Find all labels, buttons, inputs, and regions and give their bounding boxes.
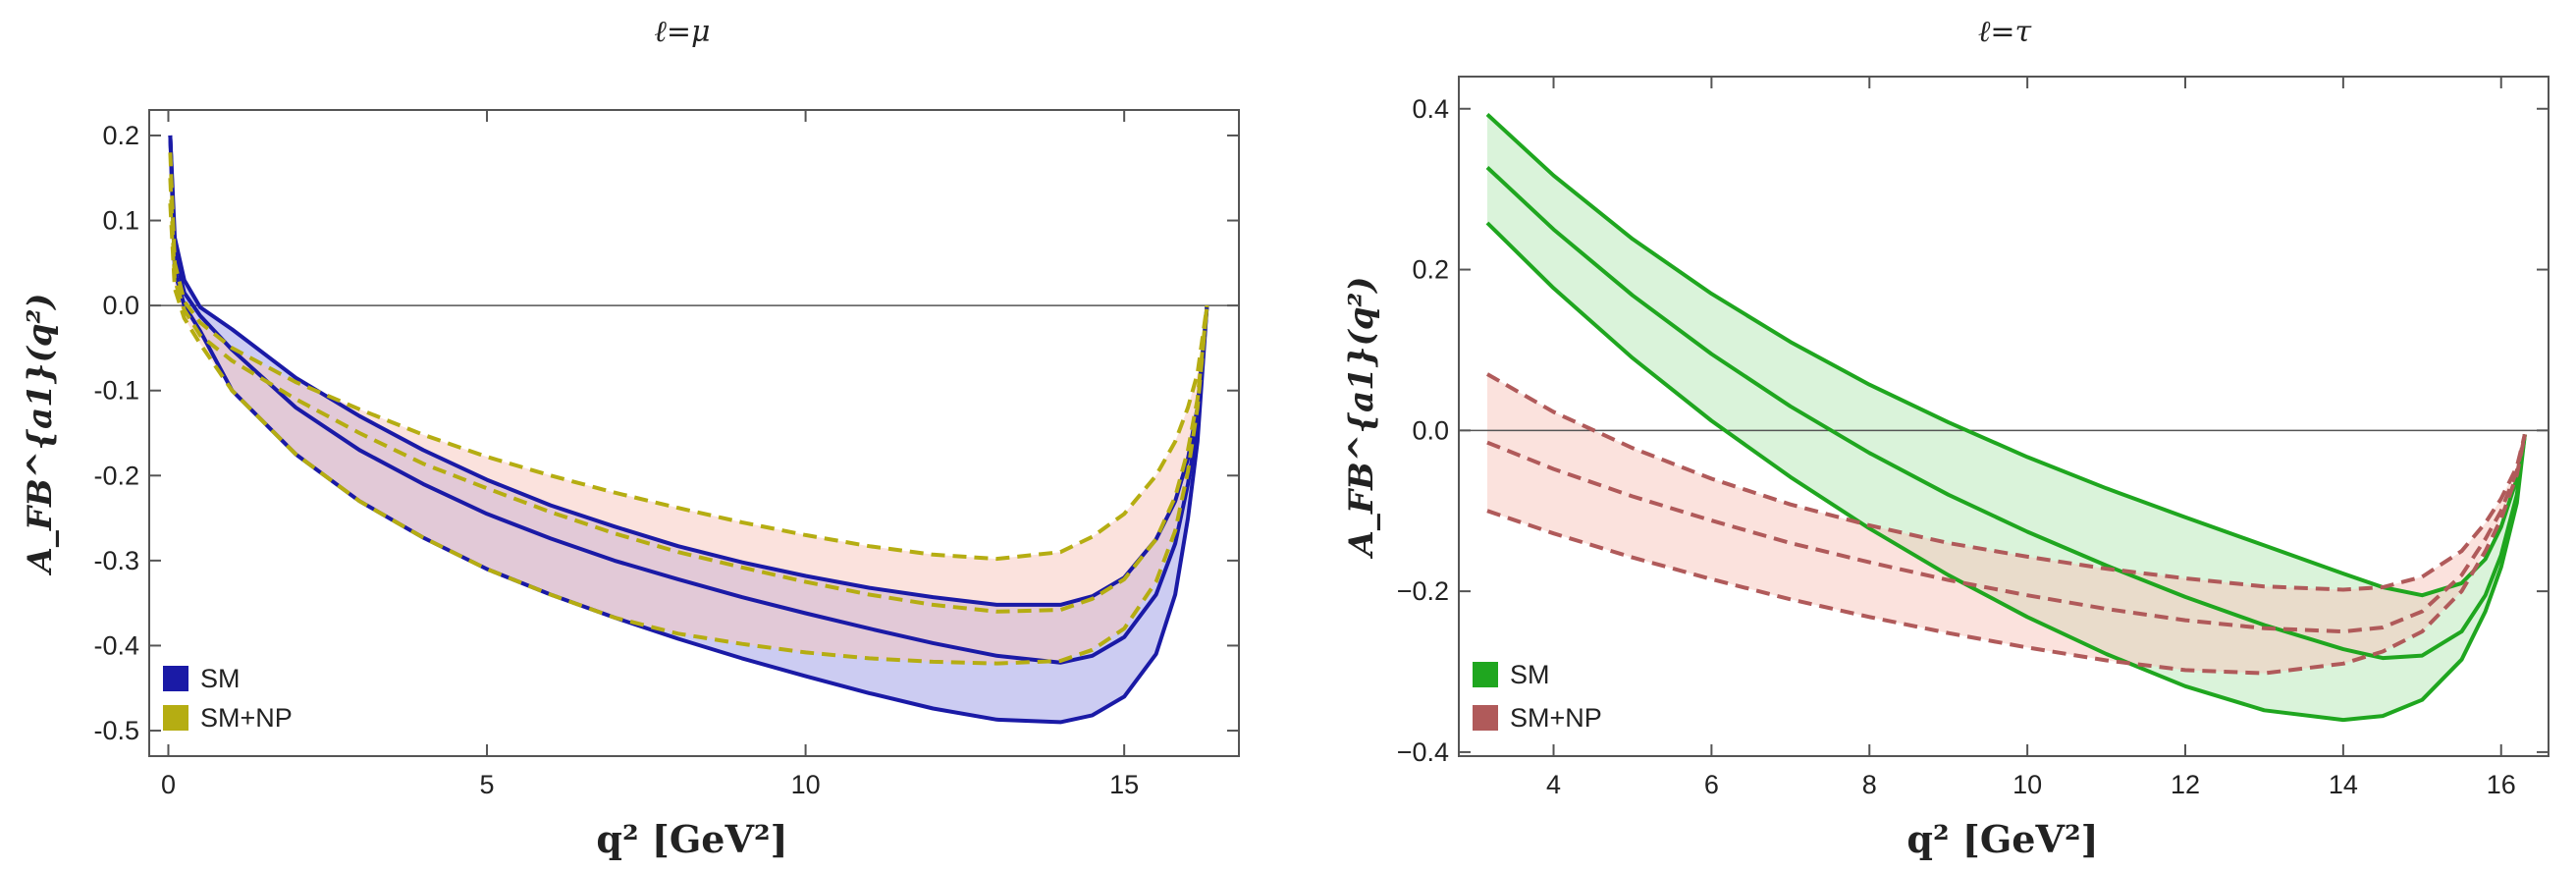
x-tick-label: 0 bbox=[161, 770, 176, 799]
legend-label: SM bbox=[1510, 660, 1550, 689]
bands bbox=[1487, 114, 2525, 721]
x-axis-label: q² [GeV²] bbox=[596, 817, 787, 861]
y-tick-label: 0.2 bbox=[1412, 255, 1449, 285]
x-tick-label: 8 bbox=[1862, 770, 1877, 799]
y-tick-label: 0.0 bbox=[1412, 415, 1449, 445]
x-tick-label: 10 bbox=[2012, 770, 2042, 799]
x-ticks: 0 5 10 15 bbox=[161, 110, 1139, 799]
x-tick-label: 4 bbox=[1546, 770, 1561, 799]
series-lines bbox=[168, 135, 1209, 725]
x-ticks: 4 6 8 10 12 14 16 bbox=[1546, 77, 2516, 799]
x-tick-label: 12 bbox=[2171, 770, 2200, 799]
chart-panel-mu: ℓ=μ 0 5 10 15 0.2 0.1 0.0 -0.1 -0.2 -0.3 -0.4 -0.5… bbox=[21, 15, 1240, 861]
series-line-sm-np-central bbox=[1486, 433, 2527, 634]
y-tick-label: 0.2 bbox=[102, 121, 139, 150]
legend-label: SM+NP bbox=[1510, 703, 1602, 733]
x-tick-label: 5 bbox=[480, 770, 495, 799]
x-tick-label: 16 bbox=[2487, 770, 2516, 799]
series-line-sm-np-upper bbox=[1486, 372, 2527, 592]
bands bbox=[170, 136, 1208, 723]
y-tick-label: 0.0 bbox=[102, 291, 139, 320]
chart-panel-tau: ℓ=τ 4 6 8 10 12 14 16 0.4 0.2 0.0 −0.2 −0.4 q² [Ge… bbox=[1342, 15, 2549, 861]
x-tick-label: 10 bbox=[791, 770, 821, 799]
y-tick-label: -0.3 bbox=[93, 546, 139, 575]
series-line-sm-upper bbox=[1485, 113, 2527, 598]
y-tick-label: 0.4 bbox=[1412, 94, 1449, 124]
y-axis-label: A_FB^{a1}(q²) bbox=[21, 294, 60, 576]
chart-title: ℓ=τ bbox=[1978, 15, 2032, 49]
legend-swatch bbox=[1473, 662, 1498, 687]
series-line-sm-np-central bbox=[168, 178, 1209, 614]
y-tick-label: 0.1 bbox=[102, 206, 139, 236]
x-tick-label: 6 bbox=[1704, 770, 1719, 799]
series-lines bbox=[1485, 113, 2527, 723]
plot-frame bbox=[1458, 76, 2549, 757]
band-sm-np bbox=[170, 152, 1208, 664]
plot-frame bbox=[148, 109, 1240, 757]
y-ticks: 0.4 0.2 0.0 −0.2 −0.4 bbox=[1397, 94, 2549, 767]
y-tick-label: −0.2 bbox=[1397, 576, 1449, 606]
chart-title: ℓ=μ bbox=[654, 15, 710, 49]
series-line-sm-lower bbox=[1485, 221, 2527, 723]
band-sm-np bbox=[1487, 374, 2525, 674]
series-line-sm-np-lower bbox=[168, 203, 1209, 666]
x-tick-label: 14 bbox=[2329, 770, 2358, 799]
x-tick-label: 15 bbox=[1109, 770, 1139, 799]
series-line-sm-central bbox=[1485, 166, 2527, 661]
y-axis-label: A_FB^{a1}(q²) bbox=[1342, 277, 1381, 560]
band-sm bbox=[1487, 114, 2525, 721]
legend-swatch bbox=[163, 705, 188, 731]
y-tick-label: −0.4 bbox=[1397, 737, 1449, 767]
series-line-sm-np-lower bbox=[1486, 434, 2527, 676]
y-ticks: 0.2 0.1 0.0 -0.1 -0.2 -0.3 -0.4 -0.5 bbox=[93, 121, 1239, 745]
legend-swatch bbox=[163, 666, 188, 691]
series-line-sm-upper bbox=[168, 135, 1209, 607]
legend: SM SM+NP bbox=[1473, 660, 1602, 733]
y-tick-label: -0.4 bbox=[93, 630, 139, 660]
legend-swatch bbox=[1473, 705, 1498, 731]
x-axis-label: q² [GeV²] bbox=[1906, 817, 2098, 861]
series-line-sm-np-upper bbox=[168, 152, 1209, 562]
legend-label: SM bbox=[200, 664, 241, 693]
y-tick-label: -0.1 bbox=[93, 376, 139, 406]
y-tick-label: -0.2 bbox=[93, 461, 139, 490]
y-tick-label: -0.5 bbox=[93, 716, 139, 745]
legend: SM SM+NP bbox=[163, 664, 293, 733]
legend-label: SM+NP bbox=[200, 703, 293, 733]
